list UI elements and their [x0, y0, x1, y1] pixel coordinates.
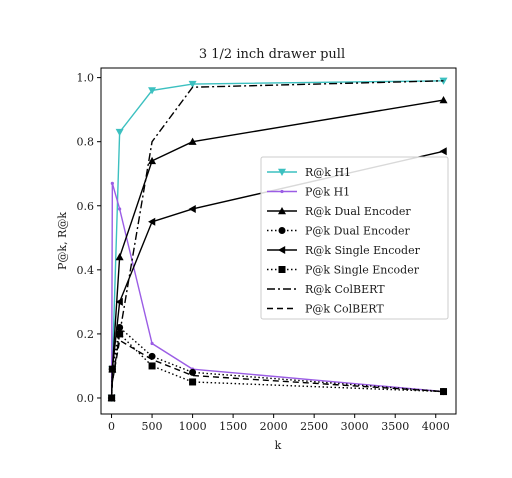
series-7 [110, 80, 444, 399]
data-point [108, 394, 116, 402]
series-line [110, 339, 444, 399]
x-tick-label: 1500 [219, 420, 247, 433]
data-point [115, 128, 124, 137]
data-point [148, 217, 156, 226]
data-point [148, 87, 157, 95]
x-tick-label: 1000 [179, 420, 207, 433]
data-point [148, 156, 157, 165]
series-layer [107, 77, 448, 402]
legend-label: R@k Single Encoder [305, 244, 421, 257]
legend-label: R@k ColBERT [305, 283, 385, 296]
legend-label: P@k Dual Encoder [305, 225, 410, 238]
legend-marker [278, 227, 286, 234]
y-axis: 0.0 0.2 0.4 0.6 0.8 1.0 [77, 72, 101, 405]
legend-marker [278, 207, 286, 215]
x-tick-label: 3500 [381, 420, 409, 433]
data-point [115, 297, 123, 306]
legend-entry: R@k Single Encoder [267, 244, 421, 257]
x-axis-label: k [275, 439, 282, 452]
plot-frame [100, 67, 457, 415]
plot-area: 0 500 1000 1500 2000 2500 3000 3500 4000 0.00.20… [77, 67, 457, 433]
data-point [150, 341, 154, 346]
legend-entry: P@k H1 [267, 186, 350, 199]
series-line [110, 332, 444, 398]
series-line [110, 80, 444, 399]
legend-label: R@k H1 [305, 166, 351, 179]
legend-marker [278, 246, 286, 254]
data-point [115, 253, 124, 261]
y-tick-label: 0.0 [77, 392, 95, 405]
legend-entry: P@k Single Encoder [267, 264, 420, 277]
legend: R@k H1 P@k H1 R@k Dual Encoder P@k Dual Enc… [260, 156, 449, 320]
y-tick-label: 0.4 [77, 264, 95, 277]
data-point [110, 181, 114, 185]
data-point [188, 137, 197, 145]
legend-entry: R@k H1 [267, 166, 351, 179]
legend-label: P@k Single Encoder [305, 264, 420, 277]
legend-entry: P@k ColBERT [267, 303, 384, 316]
data-point [118, 207, 122, 211]
data-point [116, 324, 124, 331]
data-point [148, 362, 156, 370]
data-point [108, 365, 116, 373]
y-tick-label: 0.8 [77, 136, 95, 149]
data-point [439, 147, 447, 156]
legend-label: R@k Dual Encoder [305, 205, 411, 218]
data-point [188, 204, 196, 213]
y-axis-label: P@k, R@k [56, 212, 69, 270]
series-8 [110, 339, 444, 399]
legend-label: P@k H1 [305, 186, 350, 199]
x-tick-label: 2500 [300, 420, 328, 433]
data-point [189, 378, 197, 386]
y-tick-label: 0.2 [77, 328, 95, 341]
legend-box [260, 156, 449, 320]
x-tick-label: 3000 [341, 420, 369, 433]
legend-label: P@k ColBERT [305, 303, 384, 316]
data-point [439, 96, 448, 104]
x-tick-label: 2000 [260, 420, 288, 433]
legend-entry: R@k ColBERT [267, 283, 385, 296]
legend-marker [278, 168, 286, 176]
legend-marker [278, 266, 286, 273]
chart-title: 3 1/2 inch drawer pull [199, 47, 345, 62]
data-point [188, 80, 197, 89]
y-tick-label: 1.0 [77, 72, 95, 85]
legend-marker [280, 189, 284, 194]
series-line [110, 183, 444, 398]
x-tick-label: 0 [108, 420, 115, 433]
legend-entry: R@k Dual Encoder [267, 205, 411, 218]
legend-entry: P@k Dual Encoder [267, 225, 410, 238]
data-point [189, 368, 197, 376]
y-tick-label: 0.6 [77, 200, 95, 213]
x-axis: 0 500 1000 1500 2000 2500 3000 3500 4000 [108, 414, 450, 433]
x-tick-label: 4000 [422, 420, 450, 433]
x-tick-label: 500 [142, 420, 163, 433]
